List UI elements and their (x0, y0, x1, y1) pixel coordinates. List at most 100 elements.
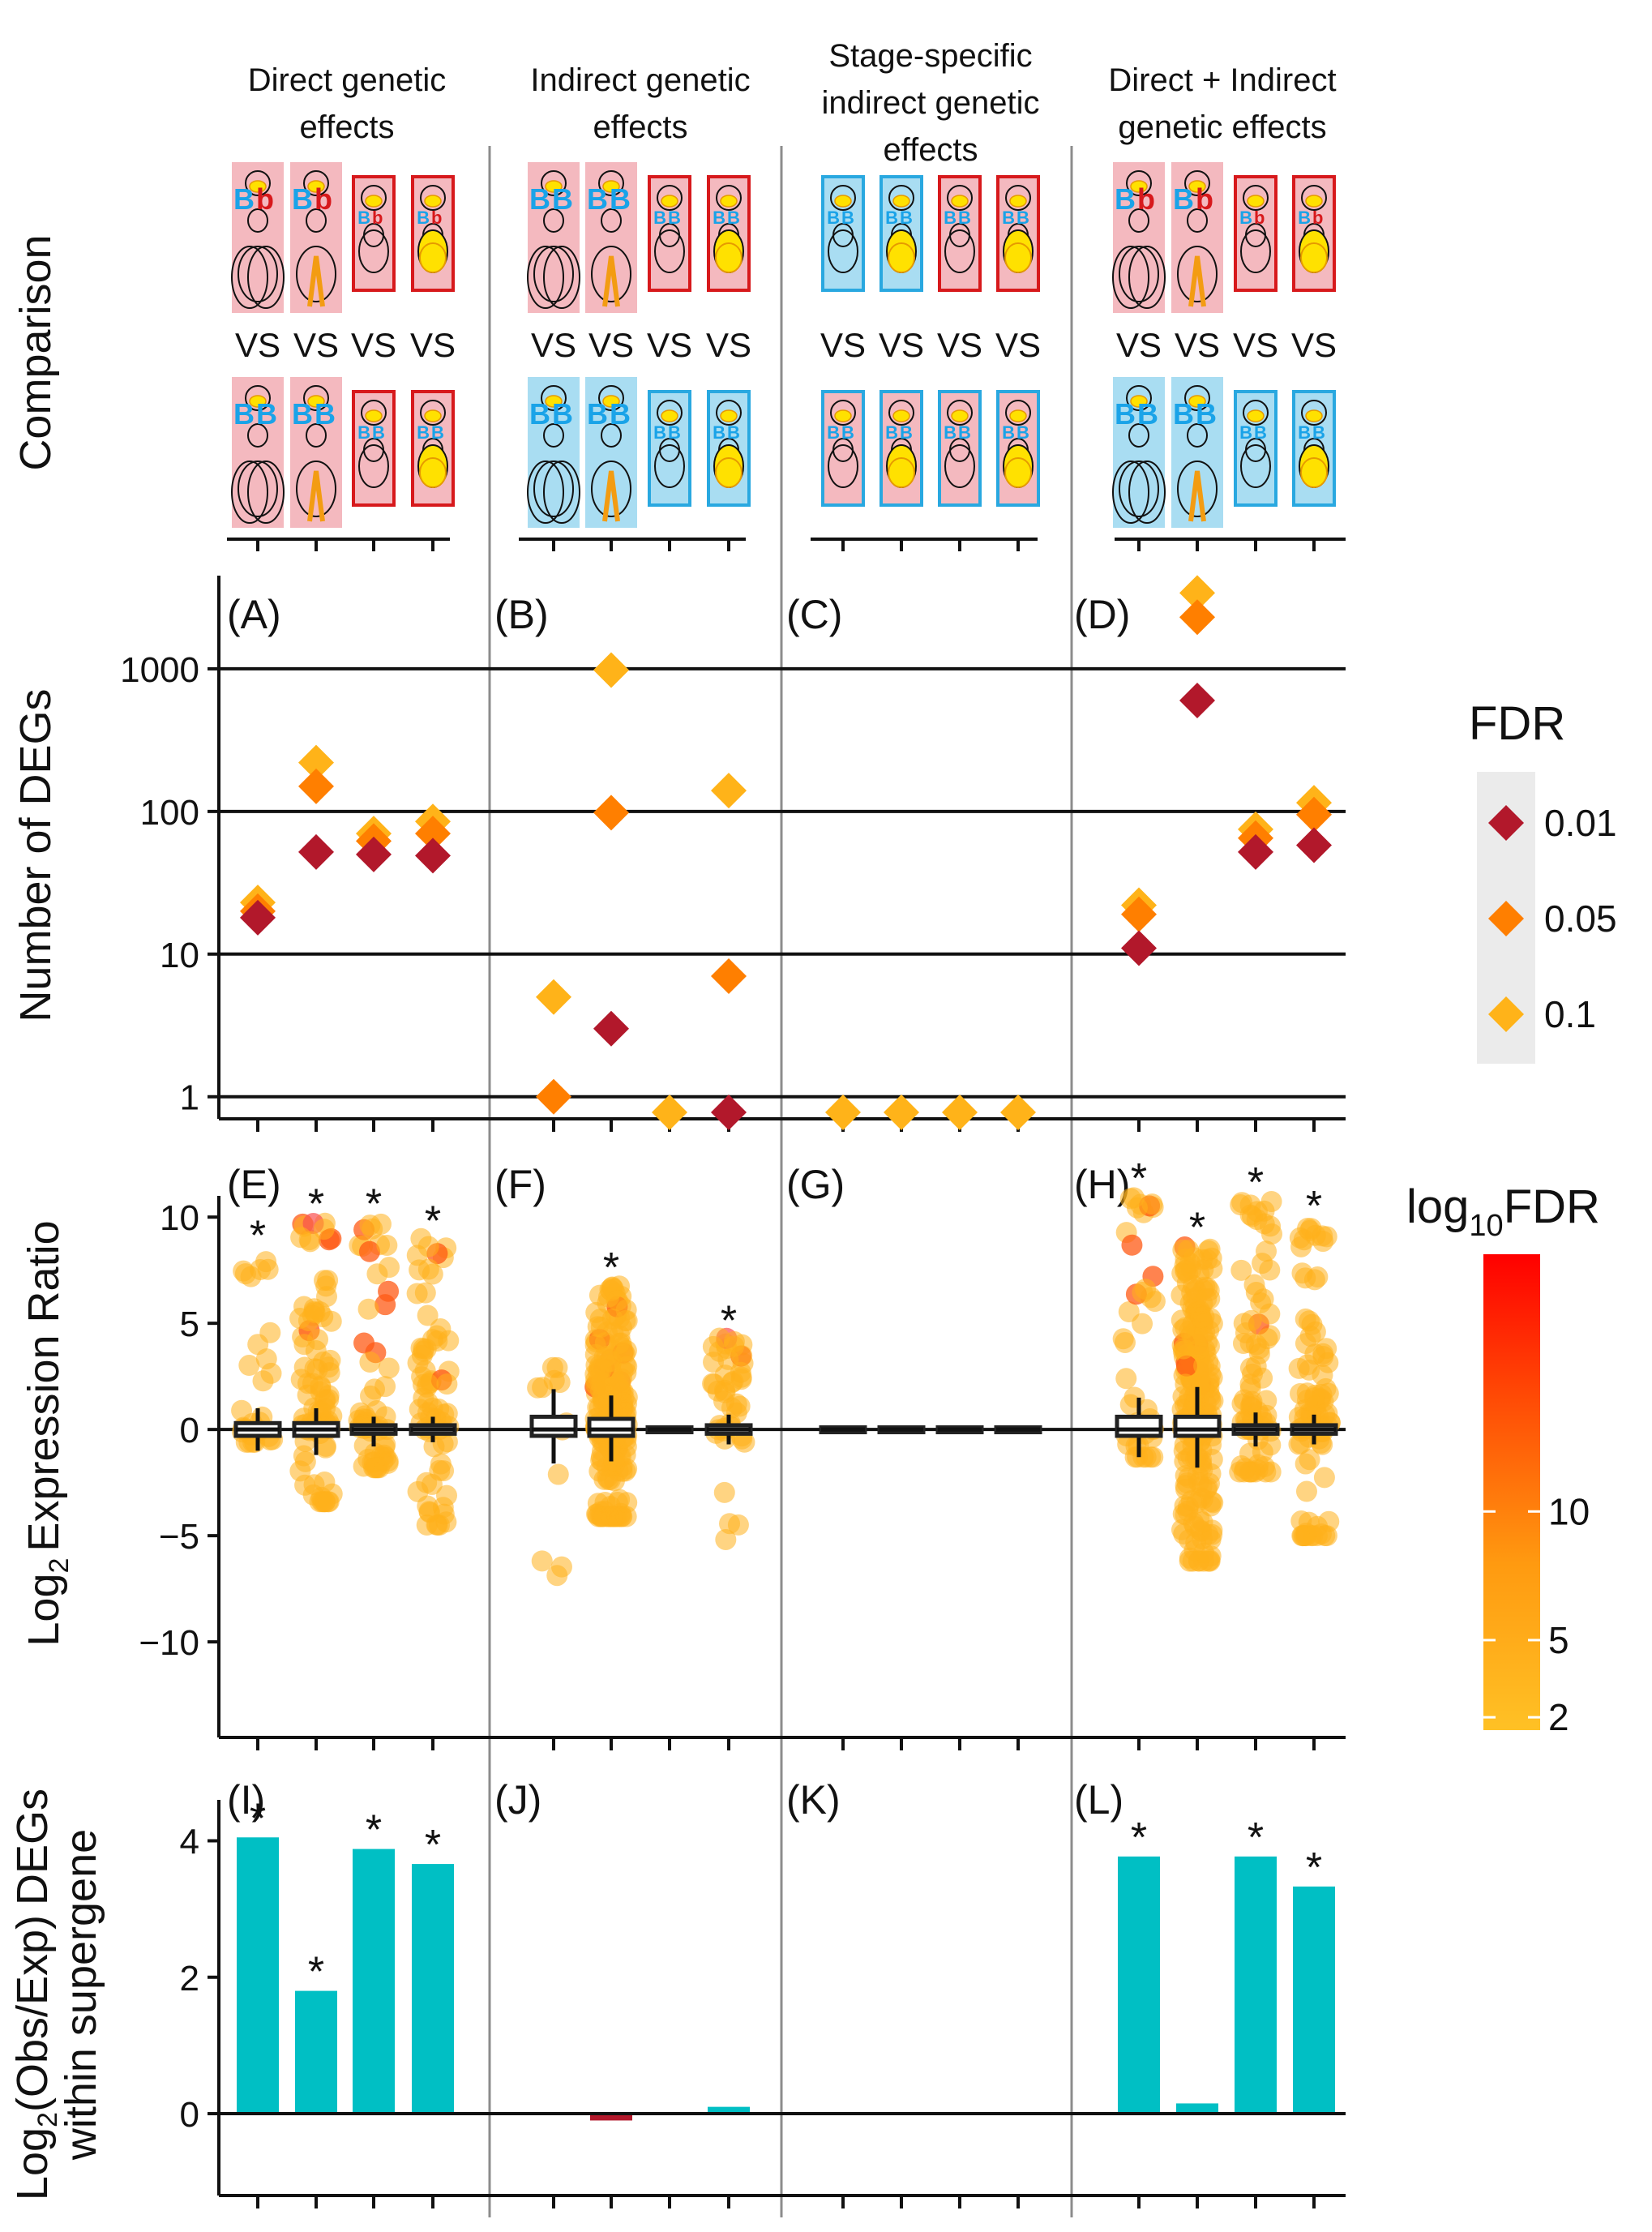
expr-ytick-label-2: 5 (180, 1304, 199, 1344)
icon-top-2-4-allele-2: B (727, 208, 740, 228)
deg-point-2-2 (536, 1078, 571, 1115)
expr-point-4-2-260 (1196, 1288, 1218, 1310)
icon-bottom-2-4-allele-1: B (713, 422, 725, 443)
expr-point-4-2-182 (1175, 1317, 1196, 1339)
bar-sig-star-1-1: * (250, 1795, 266, 1842)
expr-point-2-2-236 (613, 1341, 635, 1363)
icon-bottom-3-4-head (1005, 400, 1031, 426)
icon-top-4-2-head (1184, 170, 1210, 196)
expr-point-4-4-85 (1316, 1338, 1337, 1360)
expr-point-1-1-12 (238, 1355, 260, 1377)
expr-point-1-2-88 (320, 1310, 342, 1332)
icon-top-2-1-allele-2: B (552, 182, 573, 216)
icon-bottom-2-3-head (657, 400, 683, 426)
icon-top-2-1-wing-right (543, 246, 580, 309)
expr-sig-star-4-3: * (1248, 1159, 1264, 1206)
icon-bottom-2-3-allele-2: B (668, 422, 681, 443)
icon-top-1-4-allele-1: B (417, 208, 430, 228)
icon-top-3-1-abdomen (828, 229, 858, 273)
expr-point-4-2-255 (1188, 1339, 1210, 1360)
vs-label-4-2: VS (1175, 326, 1220, 364)
icon-top-4-1-thorax (1128, 208, 1149, 233)
icon-top-1-2-mouth (307, 180, 325, 193)
expr-sig-star-4-4: * (1306, 1183, 1322, 1230)
icon-top-3-4-head (1005, 185, 1031, 211)
vs-label-1-1: VS (235, 326, 280, 364)
icon-top-4-3-abdomen (1240, 229, 1271, 273)
header-4-line-1: Direct + Indirect (1108, 62, 1336, 98)
legend-key-3 (1488, 996, 1524, 1032)
expr-point-4-2-200 (1187, 1464, 1209, 1486)
colorbar-title-sub: 10 (1469, 1209, 1503, 1243)
expr-point-1-3-38 (357, 1298, 379, 1320)
expr-panel-label-1: (E) (227, 1162, 281, 1207)
icon-top-2-4-mouth (720, 195, 738, 208)
expr-point-2-2-226 (602, 1278, 624, 1300)
expr-box-2-1 (529, 1414, 578, 1438)
colorbar-title-prefix: log (1406, 1180, 1469, 1233)
icon-top-1-1-thorax (247, 208, 268, 233)
icon-bottom-1-2-mouth (307, 395, 325, 408)
expr-point-4-2-210 (1172, 1239, 1194, 1261)
icon-top-4-3-allele-2: b (1254, 208, 1265, 228)
expr-point-1-4-68 (409, 1259, 430, 1281)
vs-label-2-4: VS (706, 326, 751, 364)
expr-point-1-3-13 (358, 1240, 380, 1262)
vs-label-3-2: VS (879, 326, 924, 364)
icon-bottom-3-3-head (947, 400, 973, 426)
icon-bottom-2-1-head (541, 385, 567, 411)
expr-sig-star-2-2: * (603, 1245, 619, 1292)
bar-sig-star-4-3: * (1248, 1814, 1264, 1861)
expr-point-4-3-17 (1230, 1259, 1252, 1281)
icon-top-2-2-ovary (602, 255, 620, 307)
deg-point-1-9 (356, 836, 392, 872)
icon-bottom-4-3-allele-2: B (1254, 422, 1267, 443)
icon-top-3-2-allele-2: B (900, 208, 913, 228)
icon-bottom-3-1-allele-1: B (827, 422, 840, 443)
column-headers: Direct genetic effects Indirect genetic eff… (248, 38, 1337, 168)
icon-bottom-1-2-allele-1: B (292, 397, 313, 431)
expr-point-1-2-87 (293, 1334, 315, 1356)
expr-point-2-1-10 (547, 1463, 569, 1485)
icon-bottom-1-1-abdomen (238, 461, 278, 517)
expr-box-4-2 (1173, 1414, 1222, 1438)
icon-bottom-3-1-mouth (834, 409, 852, 422)
expr-point-1-2-59 (313, 1219, 335, 1240)
deg-point-2-3 (593, 652, 629, 688)
icon-top-4-1-wing-left (1112, 246, 1149, 309)
icon-top-3-1-head (830, 185, 856, 211)
header-3-line-1: Stage-specific (828, 38, 1032, 74)
expr-point-4-4-87 (1316, 1226, 1337, 1248)
bar-panel-label-2: (J) (494, 1777, 541, 1823)
icon-top-1-1-head (245, 170, 271, 196)
expr-point-4-2-258 (1171, 1399, 1193, 1420)
vs-label-4-4: VS (1291, 326, 1337, 364)
expr-sig-star-1-4: * (425, 1197, 441, 1245)
icon-bottom-1-3-allele-2: B (372, 422, 385, 443)
expr-point-2-4-37 (713, 1481, 735, 1503)
icon-bottom-4-1-allele-1: B (1115, 397, 1136, 431)
deg-point-3-4 (1000, 1095, 1036, 1130)
icon-top-3-2-mouth (892, 195, 910, 208)
icon-bottom-4-3-allele-1: B (1239, 422, 1252, 443)
expr-point-1-4-61 (426, 1514, 447, 1536)
expr-point-4-2-246 (1175, 1373, 1196, 1395)
icon-bottom-1-2-ovary (307, 470, 325, 522)
icon-bottom-2-1-thorax (543, 423, 564, 448)
bar-1-2 (295, 1990, 337, 2114)
icon-bottom-2-1-wing-left (527, 461, 564, 524)
expr-point-4-4-42 (1295, 1453, 1316, 1475)
icon-bottom-4-4-allele-2: B (1312, 422, 1325, 443)
colorbar-label-2: 5 (1548, 1619, 1569, 1661)
bar-sig-star-4-4: * (1306, 1844, 1322, 1891)
expr-point-2-1-9 (531, 1550, 553, 1572)
icon-bottom-4-3-mouth (1247, 409, 1265, 422)
bar-ylabel-degs: DEGs (8, 1789, 57, 1905)
